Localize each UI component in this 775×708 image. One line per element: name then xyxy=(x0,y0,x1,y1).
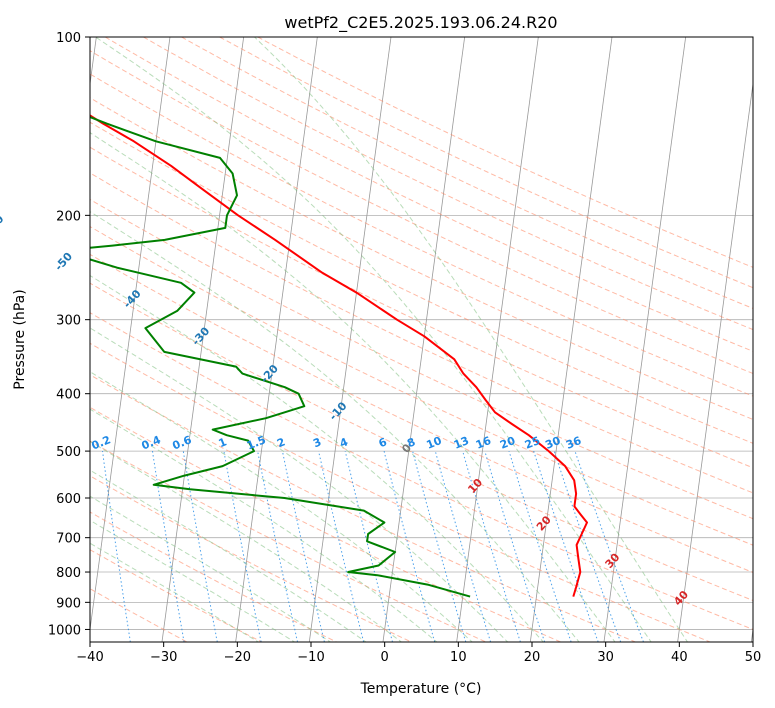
y-tick-label: 500 xyxy=(56,445,81,460)
moist-adiabat xyxy=(254,37,689,642)
mixing-ratio-line xyxy=(383,450,436,642)
moist-adiabat xyxy=(90,519,296,642)
y-tick-label: 600 xyxy=(56,492,81,507)
dry-adiabat xyxy=(90,374,636,642)
mixing-ratio-label: 1 xyxy=(217,435,229,450)
isotherm-gridline xyxy=(90,37,171,633)
mixing-ratio-label: 2 xyxy=(275,435,287,450)
dry-adiabat xyxy=(90,198,753,520)
x-tick-label: 30 xyxy=(597,650,614,665)
dry-adiabat xyxy=(90,225,753,546)
moist-adiabat xyxy=(90,327,509,642)
mixing-ratio-label: 30 xyxy=(543,434,562,452)
y-tick-label: 900 xyxy=(56,596,81,611)
isotherm-gridline xyxy=(456,37,539,642)
mixing-ratio-line xyxy=(508,450,572,642)
moist-adiabat xyxy=(95,37,652,642)
dry-adiabat xyxy=(104,37,753,352)
x-tick-label: 50 xyxy=(745,650,762,665)
y-tick-label: 400 xyxy=(56,388,81,403)
x-tick-label: 40 xyxy=(671,650,688,665)
dry-adiabat xyxy=(90,282,753,602)
mixing-ratio-label: 13 xyxy=(452,434,471,452)
axis-ticks: −40 −30 −20 −10 0 10 20 30 40 50 100 200 300 400 500 60… xyxy=(48,31,761,665)
mixing-ratio-line xyxy=(574,450,644,642)
x-tick-label: 20 xyxy=(524,650,541,665)
dry-adiabat xyxy=(90,342,711,642)
isotherm-gridline xyxy=(529,37,613,642)
mixing-ratio-label: 8 xyxy=(405,435,417,450)
y-tick-label: 300 xyxy=(56,314,81,329)
moist-adiabat xyxy=(90,469,367,642)
isotherm-gridline xyxy=(677,80,753,642)
isotherm-gridline xyxy=(603,37,687,642)
dry-adiabat xyxy=(257,37,753,268)
plot-background xyxy=(90,37,753,642)
dry-adiabat xyxy=(90,406,561,642)
mixing-ratio-line xyxy=(553,450,622,642)
dry-adiabat xyxy=(90,440,487,642)
moist-adiabat xyxy=(90,440,403,642)
isotherm-label: -60 xyxy=(0,212,7,236)
y-tick-label: 700 xyxy=(56,532,81,547)
mixing-ratio-line xyxy=(412,450,467,642)
mixing-ratio-line xyxy=(344,450,393,642)
moist-adiabat xyxy=(90,542,260,642)
isotherm-gridline xyxy=(161,37,245,642)
mixing-ratio-label: 3 xyxy=(311,435,323,450)
dewpoint-profile xyxy=(90,116,471,598)
moist-adiabat xyxy=(90,371,473,642)
mixing-ratio-line xyxy=(533,450,599,642)
x-tick-label: −20 xyxy=(224,650,251,665)
y-axis-label: Pressure (hPa) xyxy=(12,289,28,389)
dry-adiabat xyxy=(90,253,753,573)
mixing-ratio-label: 20 xyxy=(498,434,517,452)
isotherm-gridline xyxy=(235,37,318,642)
dry-adiabat xyxy=(143,37,753,331)
mixing-ratio-label: 25 xyxy=(523,434,542,452)
mixing-ratio-line xyxy=(223,451,262,642)
dry-adiabat xyxy=(90,97,753,420)
x-tick-label: 0 xyxy=(381,650,389,665)
moist-adiabat xyxy=(90,408,438,642)
chart-title: wetPf2_C2E5.2025.193.06.24.R20 xyxy=(284,13,557,33)
mixing-ratio-line xyxy=(102,451,131,642)
y-tick-label: 800 xyxy=(56,566,81,581)
mixing-ratio-line xyxy=(484,450,546,642)
x-tick-label: −40 xyxy=(76,650,103,665)
mixing-ratio-label: 10 xyxy=(424,434,443,452)
y-tick-label: 1000 xyxy=(48,623,81,638)
moist-adiabat xyxy=(90,274,544,642)
mixing-ratio-line xyxy=(462,450,521,642)
x-tick-label: −30 xyxy=(150,650,177,665)
plot-frame xyxy=(89,36,754,643)
mixing-ratio-line xyxy=(434,450,492,642)
dry-adiabat xyxy=(90,73,753,397)
dry-adiabat xyxy=(181,37,753,309)
mixing-ratio-line xyxy=(318,450,365,642)
x-tick-label: −10 xyxy=(297,650,324,665)
mixing-ratio-label: 16 xyxy=(474,434,493,452)
mixing-ratio-line xyxy=(281,450,325,642)
dry-adiabat xyxy=(90,312,753,630)
y-tick-label: 100 xyxy=(56,31,81,46)
mixing-ratio-label: 36 xyxy=(564,434,583,452)
y-tick-label: 200 xyxy=(56,209,81,224)
dry-adiabat xyxy=(90,172,753,494)
data-series xyxy=(90,114,588,598)
moist-adiabat xyxy=(90,132,616,642)
isotherm-gridline xyxy=(382,37,466,642)
dry-adiabat xyxy=(90,121,753,444)
dry-adiabat xyxy=(219,37,753,289)
dry-adiabat xyxy=(90,50,753,375)
x-axis-label: Temperature (°C) xyxy=(360,681,482,697)
x-tick-label: 10 xyxy=(450,650,467,665)
temperature-profile xyxy=(90,114,588,597)
background-lines xyxy=(90,37,753,642)
mixing-ratio-line xyxy=(257,451,298,642)
